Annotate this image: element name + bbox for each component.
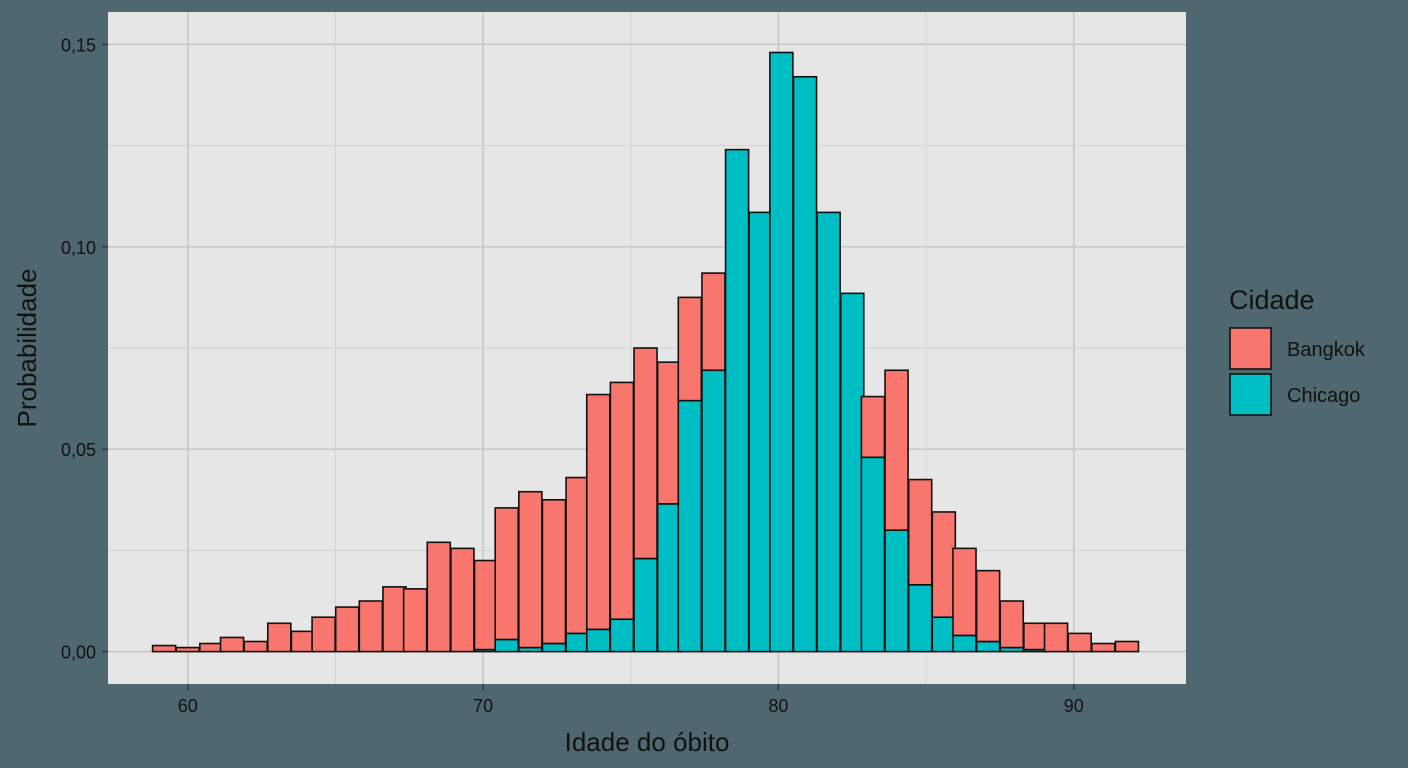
bar-bangkok [609,381,635,621]
bar-bangkok [243,640,268,653]
y-tick-label: 0,05 [61,440,96,460]
bar-bangkok [450,547,475,653]
bar-chicago [816,211,841,653]
x-tick-label: 90 [1064,696,1084,716]
bar-bangkok [219,636,245,653]
bar-chicago [724,148,750,653]
legend-title: Cidade [1229,285,1315,315]
bar-bangkok [999,600,1025,649]
y-tick-label: 0,00 [61,643,96,663]
bar-chicago [792,75,818,653]
legend-swatch-bangkok [1229,327,1272,370]
bar-chicago [748,211,774,653]
x-tick-label: 70 [473,696,493,716]
bar-bangkok [518,490,543,649]
bar-chicago [701,369,726,653]
y-axis-title: Probabilidade [12,268,42,427]
y-tick-label: 0,15 [61,35,96,55]
bar-chicago [884,529,909,653]
legend: Cidade Bangkok Chicago [1229,285,1366,416]
x-axis-ticks: 60 70 80 90 [178,684,1084,716]
bar-bangkok [656,361,682,505]
bar-bangkok [311,616,336,653]
bar-chicago [975,640,1001,653]
legend-swatch-chicago [1229,373,1272,416]
bar-bangkok [860,395,886,459]
bar-bangkok [541,499,567,645]
bar-bangkok [358,600,384,653]
bar-chicago [907,584,933,653]
bar-bangkok [907,478,933,586]
bar-bangkok [677,296,703,402]
bar-bangkok [334,606,360,653]
bar-chicago [931,616,957,653]
bar-chicago [609,618,635,653]
bar-bangkok [565,476,590,635]
bar-bangkok [884,369,909,531]
bar-bangkok [175,646,201,653]
bar-bangkok [266,622,292,653]
bar-bangkok [473,559,499,651]
y-axis-ticks: 0,00 0,05 0,10 0,15 [61,35,108,663]
bar-bangkok [701,272,726,372]
x-tick-label: 60 [178,696,198,716]
bar-bangkok [633,347,658,560]
bar-chicago [677,399,703,653]
bar-bangkok [1023,622,1048,651]
bar-bangkok [1114,640,1140,653]
bar-bangkok [426,541,452,653]
bar-chicago [585,628,611,653]
bar-chicago [541,642,567,653]
bar-chicago [565,632,590,653]
bar-bangkok [402,588,428,653]
bar-bangkok [931,511,957,619]
bar-bangkok [975,569,1001,643]
bar-bangkok [952,547,977,637]
bar-chicago [839,292,865,653]
bars [151,51,1140,653]
bar-bangkok [199,642,224,653]
bar-chicago [952,634,977,653]
bar-bangkok [290,630,316,653]
x-tick-label: 80 [768,696,788,716]
bar-chicago [769,51,794,653]
bar-chicago [494,638,520,653]
bar-bangkok [1067,632,1092,653]
bar-chicago [633,557,658,653]
bar-bangkok [585,393,611,631]
bar-chicago [860,456,886,653]
bar-bangkok [494,507,520,641]
legend-label-chicago: Chicago [1287,385,1360,407]
bar-bangkok [1043,622,1069,653]
x-axis-title: Idade do óbito [565,727,730,757]
bar-bangkok [151,644,177,653]
bar-chicago [656,503,682,653]
bar-bangkok [1090,642,1116,653]
bar-bangkok [382,586,407,653]
y-tick-label: 0,10 [61,238,96,258]
legend-label-bangkok: Bangkok [1287,339,1366,361]
